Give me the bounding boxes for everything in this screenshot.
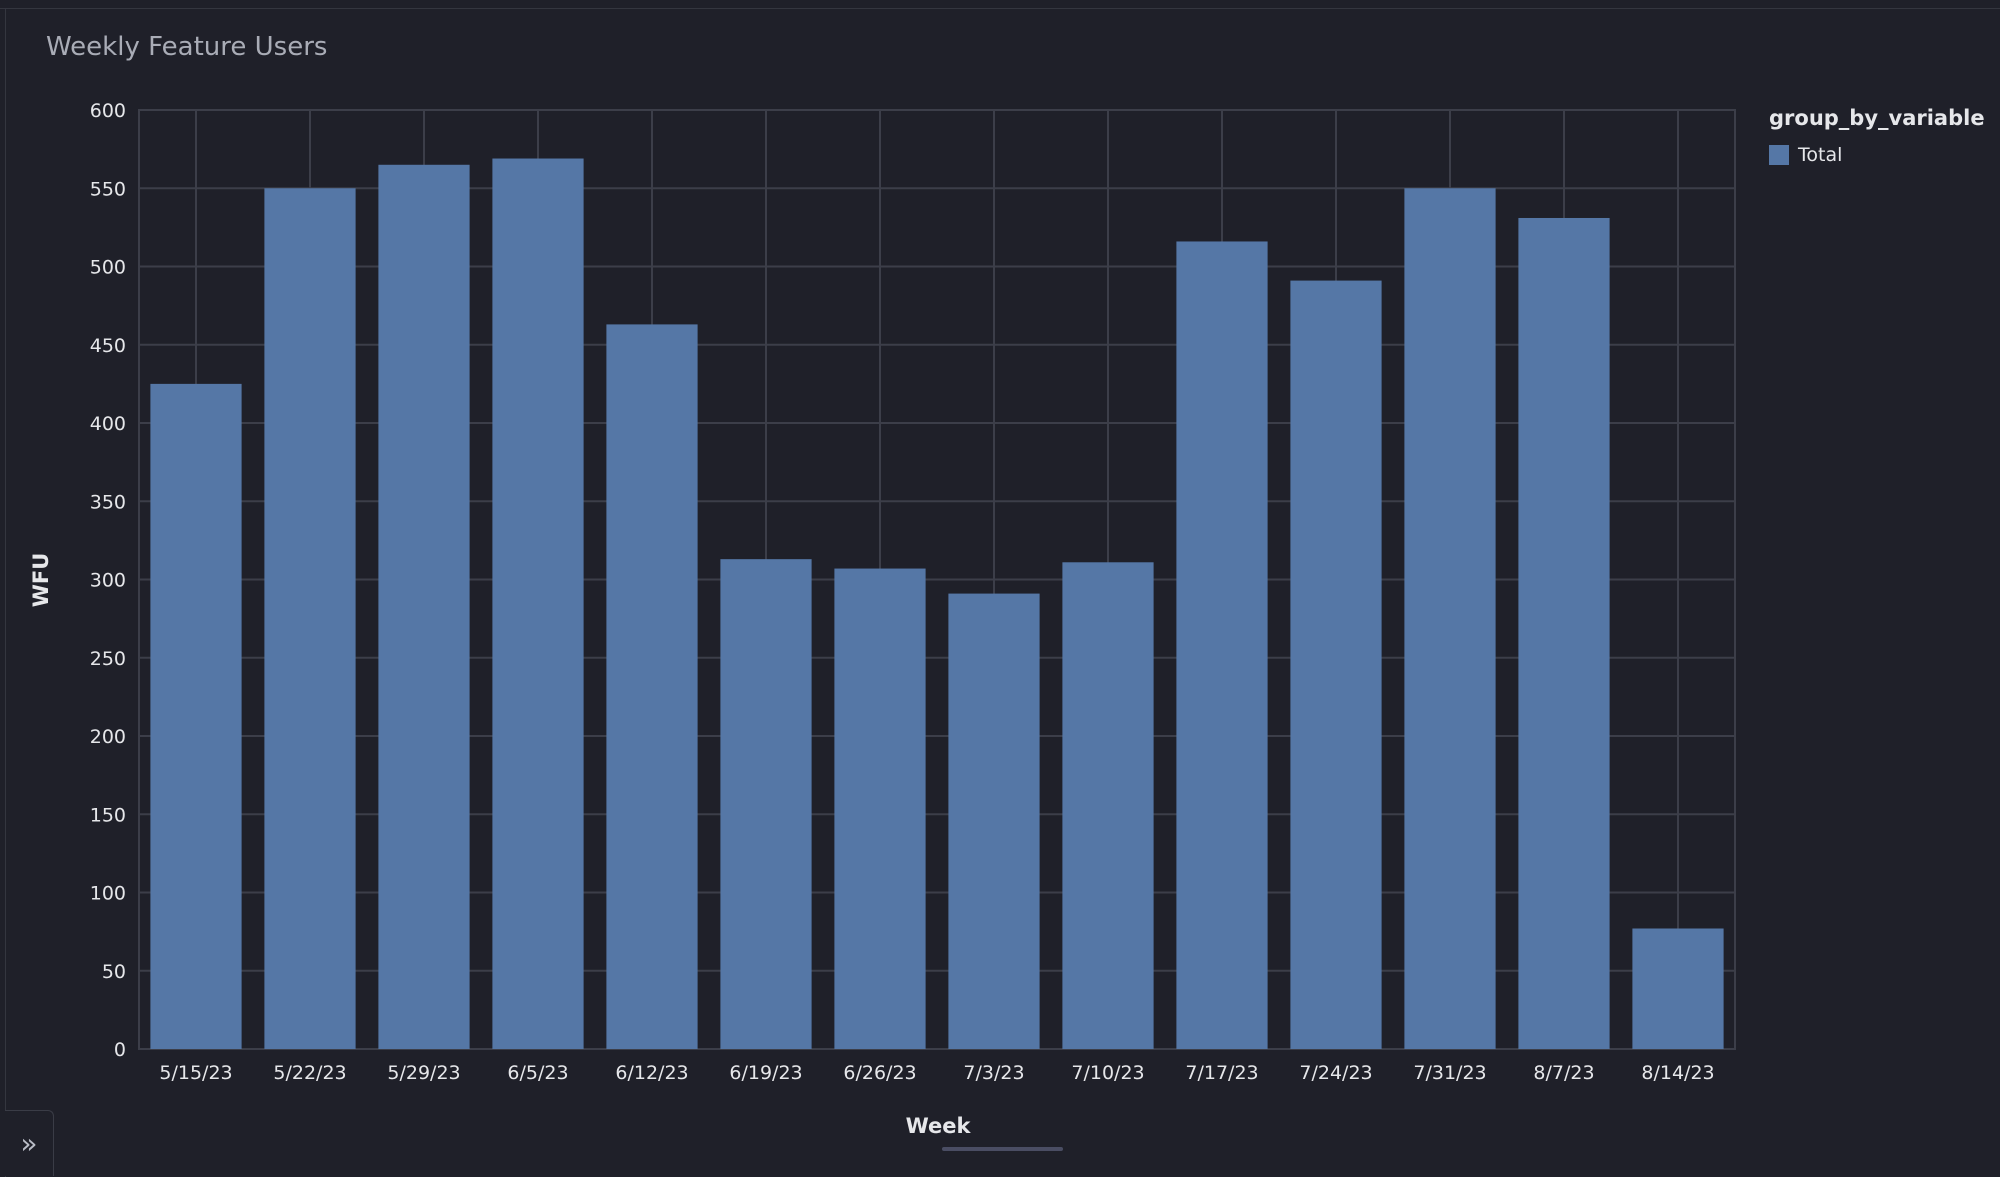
bar[interactable] bbox=[1632, 928, 1724, 1049]
x-tick-label: 5/22/23 bbox=[273, 1062, 346, 1084]
y-tick-label: 250 bbox=[90, 648, 126, 670]
x-tick-label: 6/5/23 bbox=[507, 1062, 568, 1084]
bar[interactable] bbox=[378, 164, 470, 1049]
legend-title: group_by_variable bbox=[1769, 106, 1985, 130]
legend: group_by_variable Total bbox=[1769, 106, 1985, 166]
x-tick-label: 5/29/23 bbox=[387, 1062, 460, 1084]
bar[interactable] bbox=[1176, 241, 1268, 1049]
bar[interactable] bbox=[150, 383, 242, 1049]
bar[interactable] bbox=[720, 559, 812, 1049]
bar[interactable] bbox=[948, 593, 1040, 1049]
expand-sidebar-button[interactable]: » bbox=[5, 1110, 54, 1176]
x-tick-label: 7/10/23 bbox=[1071, 1062, 1144, 1084]
legend-item-label: Total bbox=[1798, 144, 1843, 166]
y-tick-label: 400 bbox=[90, 413, 126, 435]
y-axis-label: WFU bbox=[29, 553, 53, 608]
x-axis-label: Week bbox=[906, 1114, 972, 1138]
bar[interactable] bbox=[1404, 188, 1496, 1049]
x-tick-label: 8/14/23 bbox=[1641, 1062, 1714, 1084]
y-tick-label: 0 bbox=[114, 1039, 126, 1061]
panel-title: Weekly Feature Users bbox=[46, 32, 328, 62]
x-tick-label: 6/19/23 bbox=[729, 1062, 802, 1084]
x-tick-label: 7/3/23 bbox=[963, 1062, 1024, 1084]
y-tick-label: 100 bbox=[90, 883, 126, 905]
y-tick-label: 150 bbox=[90, 804, 126, 826]
y-tick-label: 450 bbox=[90, 335, 126, 357]
x-tick-label: 6/12/23 bbox=[615, 1062, 688, 1084]
y-tick-label: 200 bbox=[90, 726, 126, 748]
legend-item-total[interactable]: Total bbox=[1769, 144, 1985, 166]
x-tick-label: 7/31/23 bbox=[1413, 1062, 1486, 1084]
scroll-indicator[interactable] bbox=[942, 1147, 1063, 1151]
bar[interactable] bbox=[1290, 280, 1382, 1050]
x-tick-label: 7/24/23 bbox=[1299, 1062, 1372, 1084]
y-tick-label: 350 bbox=[90, 491, 126, 513]
x-tick-label: 7/17/23 bbox=[1185, 1062, 1258, 1084]
y-tick-label: 300 bbox=[90, 570, 126, 592]
x-tick-label: 5/15/23 bbox=[159, 1062, 232, 1084]
bar[interactable] bbox=[606, 324, 698, 1049]
y-tick-label: 50 bbox=[102, 961, 126, 983]
bar[interactable] bbox=[264, 188, 356, 1049]
x-tick-label: 8/7/23 bbox=[1533, 1062, 1594, 1084]
bar[interactable] bbox=[1062, 562, 1154, 1049]
x-tick-label: 6/26/23 bbox=[843, 1062, 916, 1084]
bar[interactable] bbox=[492, 158, 584, 1049]
y-tick-label: 500 bbox=[90, 257, 126, 279]
legend-swatch bbox=[1769, 145, 1789, 165]
y-tick-label: 550 bbox=[90, 178, 126, 200]
double-chevron-right-icon: » bbox=[20, 1127, 38, 1160]
x-axis-ticks: 5/15/23 5/22/23 5/29/23 6/5/23 6/12/23 6/19/2… bbox=[159, 1062, 1714, 1084]
y-axis-ticks: 0 50 100 150 200 250 300 350 400 450 500 550 600 bbox=[90, 100, 126, 1061]
bar[interactable] bbox=[1518, 217, 1610, 1050]
y-tick-label: 600 bbox=[90, 100, 126, 122]
bar[interactable] bbox=[834, 568, 926, 1049]
bars bbox=[150, 158, 1724, 1050]
